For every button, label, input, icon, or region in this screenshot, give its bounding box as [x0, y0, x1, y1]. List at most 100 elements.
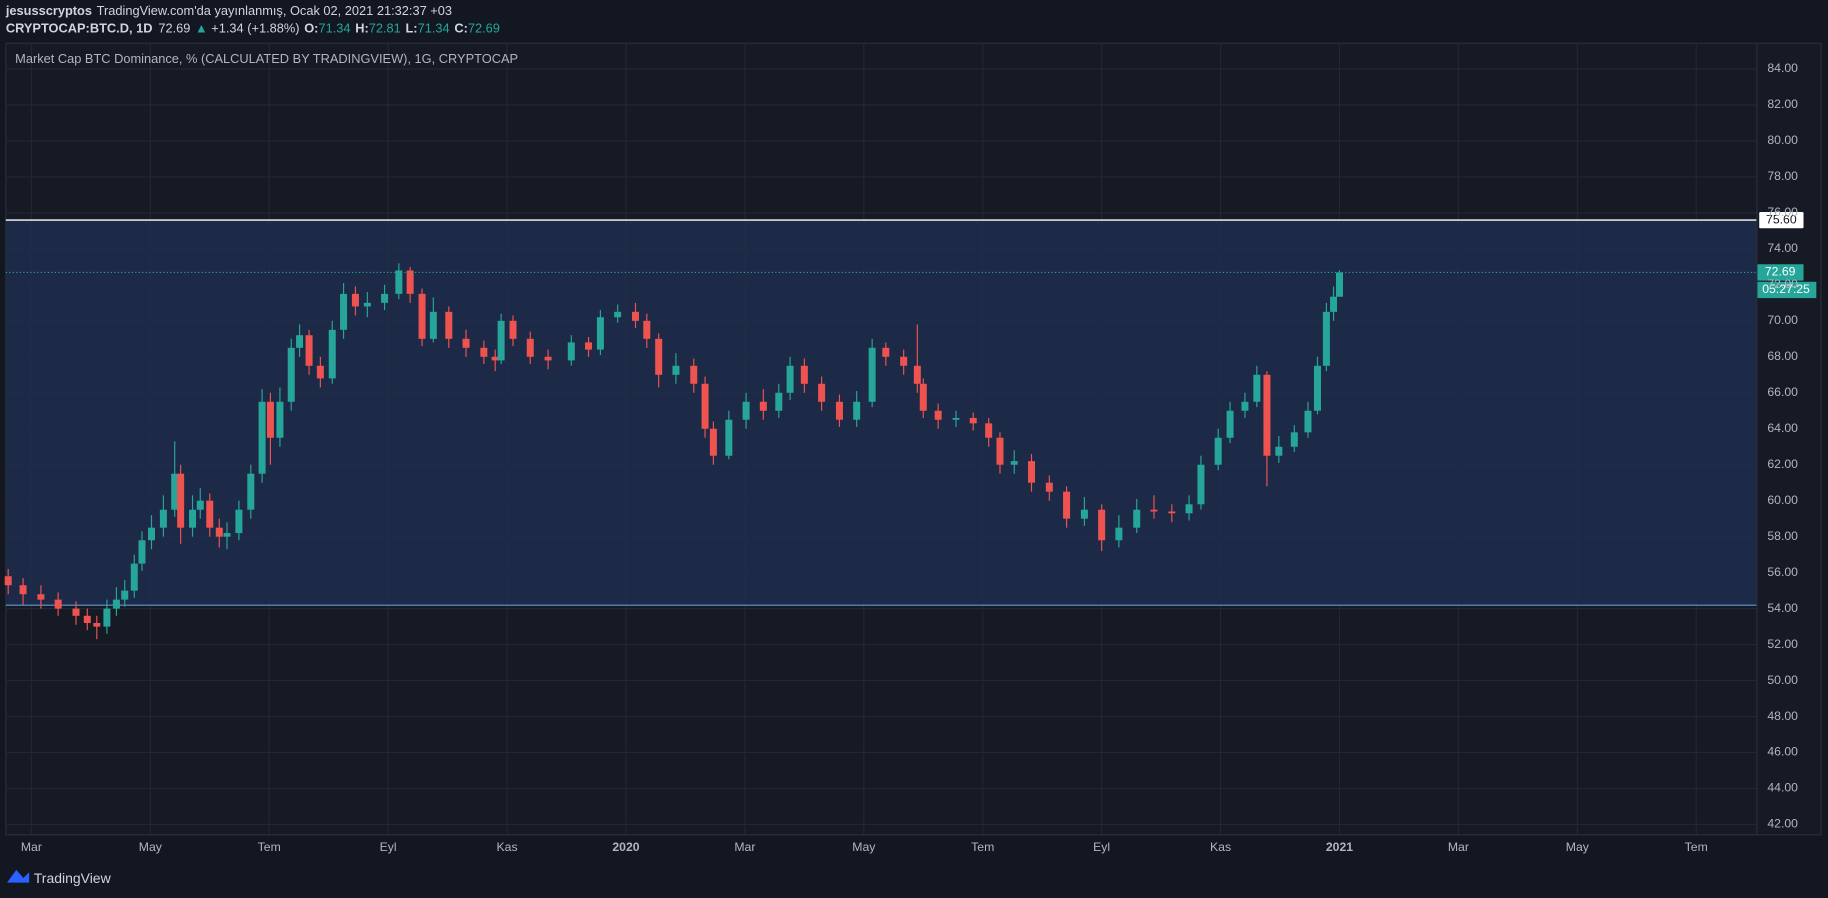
- candle-body: [1263, 374, 1271, 456]
- candle-body: [296, 335, 304, 348]
- level-label: 75.60: [1766, 212, 1797, 226]
- header-change: +1.34 (+1.88%): [211, 21, 299, 36]
- header-price: 72.69: [158, 21, 190, 36]
- x-tick-label: Eyl: [1093, 840, 1110, 854]
- candle-body: [952, 417, 960, 420]
- candle-body: [54, 599, 62, 609]
- candle-body: [363, 302, 371, 307]
- pane-title: Market Cap BTC Dominance, % (CALCULATED …: [15, 51, 518, 66]
- header-symbol: CRYPTOCAP:BTC.D, 1D: [6, 21, 153, 36]
- x-tick-label: Mar: [1448, 840, 1469, 854]
- y-tick-label: 58.00: [1767, 529, 1798, 543]
- y-tick-label: 44.00: [1767, 781, 1798, 795]
- y-tick-label: 66.00: [1767, 385, 1798, 399]
- candle-body: [328, 329, 336, 379]
- candle-body: [585, 342, 593, 350]
- candle-body: [1241, 401, 1249, 411]
- x-tick-label: Kas: [497, 840, 518, 854]
- candle-body: [1322, 311, 1330, 366]
- y-tick-label: 60.00: [1767, 493, 1798, 507]
- candle-body: [1098, 509, 1106, 541]
- candle-body: [913, 365, 921, 384]
- x-tick-label: Tem: [258, 840, 281, 854]
- candle-body: [1080, 509, 1088, 519]
- candle-body: [395, 270, 403, 294]
- candle-body: [189, 509, 197, 528]
- y-tick-label: 52.00: [1767, 637, 1798, 651]
- candle-body: [596, 317, 604, 350]
- candle-body: [985, 423, 993, 438]
- candle-body: [491, 356, 499, 361]
- candle-body: [276, 401, 284, 438]
- y-tick-label: 82.00: [1767, 97, 1798, 111]
- candle-body: [614, 311, 622, 318]
- x-tick-label: Tem: [971, 840, 994, 854]
- y-tick-label: 80.00: [1767, 133, 1798, 147]
- candle-body: [996, 437, 1004, 465]
- candle-body: [1214, 437, 1222, 465]
- candle-body: [316, 365, 324, 379]
- last-price-box: [1756, 264, 1804, 281]
- zone-layer: [5, 220, 1757, 606]
- x-tick-label: Eyl: [380, 840, 397, 854]
- candle-body: [72, 608, 80, 616]
- candle-body: [835, 401, 843, 420]
- candle-body: [643, 320, 651, 339]
- countdown-label: 05:27:25: [1762, 282, 1810, 296]
- y-tick-label: 74.00: [1767, 241, 1798, 255]
- candle-body: [800, 365, 808, 384]
- header-ohlc-value: 72.81: [369, 21, 401, 36]
- candle-body: [206, 500, 214, 528]
- header-line-1: jesusscryptos TradingView.com'da yayınlan…: [5, 3, 452, 18]
- y-tick-label: 64.00: [1767, 421, 1798, 435]
- candle-body: [509, 320, 517, 339]
- candle-body: [1313, 365, 1321, 411]
- candle-body: [418, 293, 426, 339]
- candle-body: [247, 473, 255, 510]
- candle-body: [159, 509, 167, 528]
- candle-body: [130, 563, 138, 591]
- candle-body: [1330, 296, 1338, 312]
- zone-rect: [5, 220, 1757, 606]
- candle-body: [1304, 410, 1312, 433]
- candle-body: [742, 401, 750, 420]
- level-label-box: [1759, 211, 1804, 229]
- candle-body: [690, 365, 698, 384]
- x-tick-label: 2021: [1326, 840, 1353, 854]
- candle-body: [480, 347, 488, 357]
- candle-body: [406, 270, 414, 294]
- candle-body: [223, 533, 231, 537]
- candle-body: [196, 500, 204, 510]
- candle-body: [934, 410, 942, 420]
- candle-body: [1197, 464, 1205, 505]
- y-tick-label: 48.00: [1767, 709, 1798, 723]
- candle-body: [1010, 461, 1018, 465]
- x-tick-label: Mar: [734, 840, 755, 854]
- header-ohlc-value: 71.34: [418, 21, 450, 36]
- candle-body: [93, 623, 101, 627]
- header-ohlc-key: L:: [405, 21, 417, 36]
- candle-body: [4, 576, 12, 586]
- candle-body: [340, 293, 348, 330]
- countdown-box: [1756, 281, 1817, 299]
- candle-body: [462, 338, 470, 348]
- y-tick-label: 68.00: [1767, 349, 1798, 363]
- y-tick-label: 50.00: [1767, 673, 1798, 687]
- y-tick-label: 54.00: [1767, 601, 1798, 615]
- candle-body: [1133, 509, 1141, 528]
- header-ohlc-value: 72.69: [468, 21, 500, 36]
- candle-body: [1275, 446, 1283, 456]
- header-arrow: ▲: [195, 21, 208, 36]
- candle-body: [786, 365, 794, 393]
- x-tick-label: May: [852, 840, 876, 854]
- logo-icon: [6, 869, 30, 883]
- header-user: jesusscryptos: [5, 3, 92, 18]
- header-ohlc-key: O:: [304, 21, 318, 36]
- candle-body: [1253, 374, 1261, 402]
- overlay: 75.60 72.69 05:27:25: [5, 211, 1817, 299]
- y-tick-label: 76.00: [1767, 205, 1798, 219]
- candle-body: [83, 615, 91, 624]
- candle-body: [882, 347, 890, 357]
- candles: [4, 263, 1343, 640]
- candle-body: [445, 311, 453, 339]
